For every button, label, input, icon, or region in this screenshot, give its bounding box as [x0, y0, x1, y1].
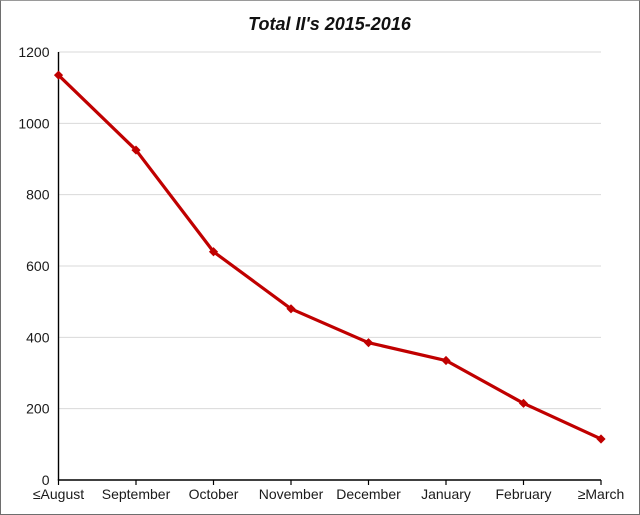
data-point-marker — [441, 355, 451, 366]
y-axis-tick-label: 600 — [26, 258, 50, 274]
x-axis-tick-label: October — [189, 486, 239, 502]
y-axis-tick-label: 800 — [26, 187, 50, 203]
x-axis-tick-label: November — [259, 486, 324, 502]
data-point-marker — [208, 247, 219, 257]
data-point-marker — [518, 398, 529, 408]
y-axis-tick-label: 400 — [26, 329, 50, 345]
y-axis-tick-label: 0 — [42, 472, 50, 488]
x-axis-tick-label: ≤August — [33, 486, 84, 502]
data-point-marker — [131, 145, 141, 155]
x-axis-tick-label: December — [336, 486, 401, 502]
series-line — [56, 73, 603, 441]
y-axis-tick-label: 1200 — [18, 44, 49, 60]
y-axis-tick-label: 1000 — [18, 115, 49, 131]
data-point-marker — [53, 70, 64, 80]
x-axis-tick-label: January — [421, 486, 471, 502]
chart-title: Total II's 2015-2016 — [248, 14, 411, 34]
data-point-marker — [286, 304, 296, 314]
x-axis-tick-label: September — [102, 486, 171, 502]
x-axis-tick-label: ≥March — [578, 486, 625, 502]
y-axis-tick-label: 200 — [26, 401, 50, 417]
data-point-marker — [363, 338, 374, 348]
x-axis-tick-label: February — [495, 486, 551, 502]
data-point-marker — [596, 434, 606, 444]
